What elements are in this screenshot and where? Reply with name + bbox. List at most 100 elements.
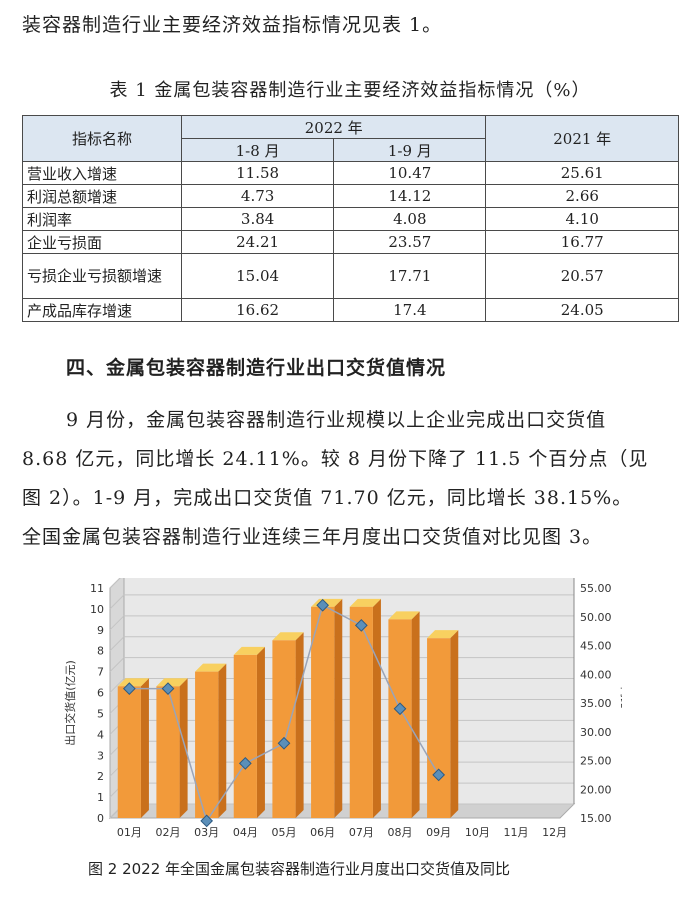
bar-side [450,630,459,818]
bar-side [295,632,304,818]
figure-caption: 图 2 2022 年全国金属包装容器制造行业月度出口交货值及同比 [88,860,511,878]
header-jan-aug: 1-8 月 [180,138,335,162]
x-tick-label: 05月 [272,826,297,839]
y-tick-label: 10 [90,603,104,616]
row-name: 产成品库存增速 [22,298,182,322]
y2-axis-title: 同比% [619,687,622,719]
gridline [109,615,125,631]
bar [117,686,141,818]
table-row: 利润率 3.84 4.08 4.10 [22,207,679,231]
yoy-point [277,736,291,750]
row-value-2021: 20.57 [485,253,679,299]
y2-tick-label: 55.00 [580,582,612,595]
bar [272,640,296,818]
y-tick-label: 7 [97,666,104,679]
row-value-jan-aug: 4.73 [180,184,335,208]
y-tick-label: 3 [97,749,104,762]
table-row: 利润总额增速 4.73 14.12 2.66 [22,184,679,208]
x-tick-label: 07月 [349,826,374,839]
bar-top [156,678,188,687]
x-tick-label: 04月 [233,826,258,839]
row-value-2021: 2.66 [485,184,679,208]
x-tick-label: 02月 [156,826,181,839]
row-value-jan-sep: 14.12 [333,184,487,208]
x-tick-label: 09月 [426,826,451,839]
yoy-point [238,757,252,770]
yoy-point [161,682,175,695]
x-tick-label: 03月 [194,826,219,839]
export-value-chart: 0 1 2 3 4 5 6 7 8 9 10 11 15.00 20.00 25.00 30.00 35.00 4… [63,578,622,839]
bar [156,686,180,818]
y2-tick-label: 40.00 [580,668,612,681]
yoy-point [200,814,214,828]
yoy-point [354,619,368,632]
row-name: 利润率 [22,207,182,231]
bar-side [179,678,188,818]
intro-line: 装容器制造行业主要经济效益指标情况见表 1。 [22,14,443,36]
paragraph-line: 全国金属包装容器制造行业连续三年月度出口交货值对比见图 3。 [22,526,603,548]
bar [427,638,451,818]
bar-top [272,632,304,641]
section-heading: 四、金属包装容器制造行业出口交货值情况 [66,357,447,379]
bar-side [372,598,381,818]
gridline [109,678,125,693]
row-value-jan-aug: 11.58 [180,161,335,185]
indicators-table: 指标名称 2022 年 2021 年 1-8 月 1-9 月 营业收入增速 11… [22,115,679,322]
y-tick-label: 4 [97,728,104,741]
bar-side [334,598,343,818]
bar [233,654,257,818]
y-axis-title: 出口交货值(亿元) [63,660,77,746]
gridline [109,594,125,610]
x-tick-label: 01月 [117,826,142,839]
y2-tick-label: 15.00 [580,812,612,825]
row-value-jan-sep: 10.47 [333,161,487,185]
y-tick-label: 5 [97,707,104,720]
gridline [109,578,121,589]
row-name: 利润总额增速 [22,184,182,208]
yoy-point [316,598,330,612]
y-tick-label: 6 [97,687,104,700]
table-row: 产成品库存增速 16.62 17.4 24.05 [22,298,679,322]
table-row: 亏损企业亏损额增速 15.04 17.71 20.57 [22,253,679,299]
paragraph-line: 8.68 亿元，同比增长 24.11%。较 8 月份下降了 11.5 个百分点（… [22,448,649,470]
bar [349,606,373,818]
bar-top [349,598,381,607]
y2-tick-label: 20.00 [580,783,612,796]
table-row: 企业亏损面 24.21 23.57 16.77 [22,230,679,254]
row-value-jan-sep: 17.4 [333,298,487,322]
row-value-2021: 24.05 [485,298,679,322]
row-name: 企业亏损面 [22,230,182,254]
bar-side [218,663,227,818]
header-indicator-name: 指标名称 [22,115,182,162]
gridline [109,636,125,652]
y2-tick-label: 35.00 [580,697,612,710]
x-tick-label: 08月 [388,826,413,839]
row-value-jan-aug: 24.21 [180,230,335,254]
yoy-point [122,682,136,695]
row-value-jan-aug: 15.04 [180,253,335,299]
y2-tick-label: 50.00 [580,611,612,624]
row-value-2021: 25.61 [485,161,679,185]
y-tick-label: 8 [97,645,104,658]
x-tick-label: 06月 [310,826,335,839]
row-value-jan-aug: 3.84 [180,207,335,231]
header-2021: 2021 年 [485,115,679,162]
row-name: 亏损企业亏损额增速 [22,253,182,299]
row-value-jan-aug: 16.62 [180,298,335,322]
x-tick-label: 12月 [542,826,567,839]
header-2022: 2022 年 [180,115,487,139]
yoy-point [432,768,446,782]
bar-top [233,646,265,655]
header-jan-sep: 1-9 月 [333,138,487,162]
bar-top [388,611,420,620]
bar-side [140,678,149,818]
bar-side [256,646,265,818]
bar-side [411,611,420,818]
row-value-jan-sep: 17.71 [333,253,487,299]
y-tick-label: 1 [97,791,104,804]
bar-top [195,663,227,672]
y-tick-label: 2 [97,770,104,783]
gridline [109,657,125,672]
y2-tick-label: 25.00 [580,755,612,768]
paragraph-line: 9 月份，金属包装容器制造行业规模以上企业完成出口交货值 [66,409,607,431]
